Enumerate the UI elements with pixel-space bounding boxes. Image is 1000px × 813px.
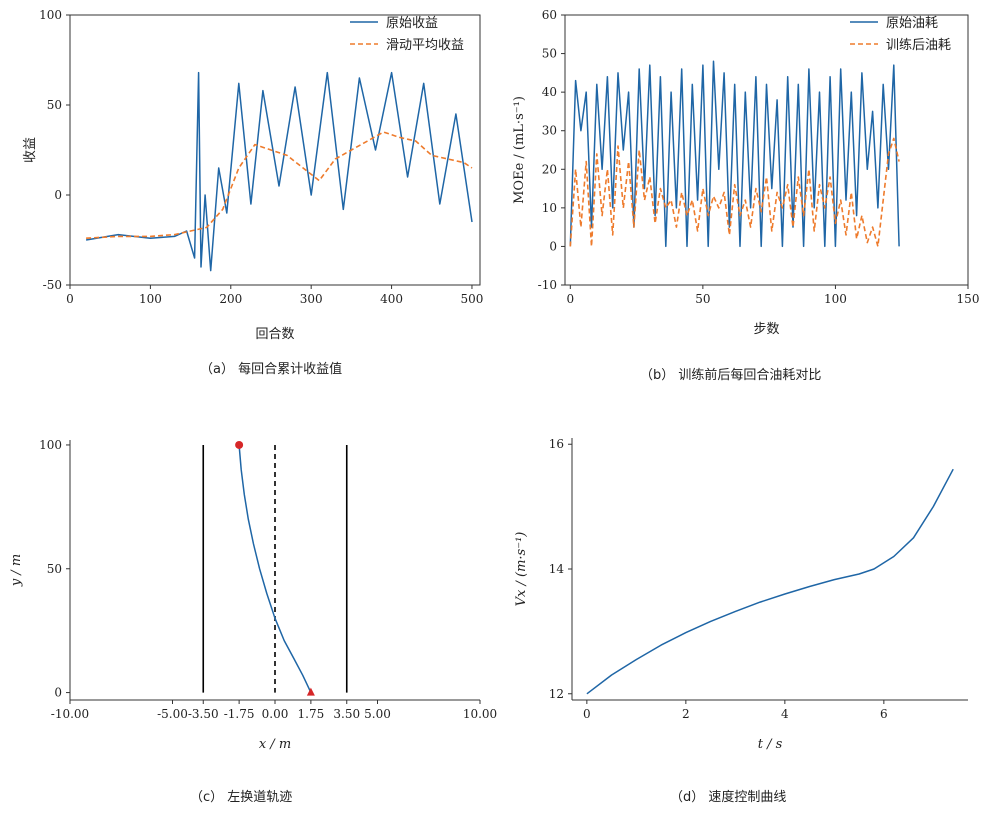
y-tick-label: -50 — [43, 278, 62, 292]
x-tick-label: -3.50 — [188, 707, 219, 721]
x-tick-label: 50 — [695, 292, 710, 306]
chart-d: 0 2 4 6 12 14 16 t / s Vx / (m·s⁻¹) — [514, 437, 968, 752]
x-tick-label: 100 — [139, 292, 162, 306]
x-axis-label: t / s — [758, 737, 783, 752]
x-tick-label: 300 — [300, 292, 323, 306]
x-tick-label: 150 — [957, 292, 980, 306]
x-tick-label: 0 — [566, 292, 574, 306]
legend-label: 训练后油耗 — [886, 38, 951, 53]
x-axis-label: 回合数 — [255, 327, 294, 342]
x-tick-label: 100 — [824, 292, 847, 306]
x-tick-label: -1.75 — [224, 707, 255, 721]
y-tick-label: 10 — [542, 201, 557, 215]
y-tick-label: 0 — [549, 239, 557, 253]
caption-a: （a） 每回合累计收益值 — [200, 362, 343, 377]
caption-d: （d） 速度控制曲线 — [670, 790, 787, 805]
x-tick-label: 4 — [781, 707, 789, 721]
plot-frame — [564, 14, 969, 286]
y-axis-label: Vx / (m·s⁻¹) — [514, 532, 529, 607]
x-tick-label: -10.00 — [51, 707, 89, 721]
y-tick-label: 60 — [542, 8, 557, 22]
x-tick-label: 10.00 — [463, 707, 497, 721]
y-tick-label: 30 — [542, 124, 557, 138]
series-line-solid — [586, 468, 954, 695]
y-tick-label: 20 — [542, 162, 557, 176]
y-axis-label: MOEe / (mL·s⁻¹) — [512, 96, 527, 204]
y-tick-label: 100 — [39, 438, 62, 452]
y-tick-label: 100 — [39, 8, 62, 22]
series-line-dashed — [86, 131, 473, 239]
y-tick-label: -10 — [538, 278, 557, 292]
legend-label: 滑动平均收益 — [386, 38, 464, 53]
y-tick-label: 0 — [54, 686, 62, 700]
y-tick-label: 50 — [542, 47, 557, 61]
caption-b: （b） 训练前后每回合油耗对比 — [640, 368, 822, 383]
x-tick-label: 500 — [461, 292, 484, 306]
x-tick-label: -5.00 — [157, 707, 188, 721]
y-tick-label: 50 — [47, 562, 62, 576]
x-tick-label: 6 — [880, 707, 888, 721]
series-line-dashed — [569, 137, 900, 248]
chart-c: -10.00 -5.00 -3.50 -1.75 0.00 1.75 3.50 5.00 10.… — [9, 438, 497, 752]
legend-label: 原始收益 — [386, 16, 438, 31]
chart-b: 0 50 100 150 -10 0 10 20 30 40 50 60 步数 MOEe / (mL·s⁻… — [512, 8, 979, 337]
y-tick-label: 12 — [549, 687, 564, 701]
y-tick-label: 16 — [549, 437, 564, 451]
x-tick-label: 0 — [583, 707, 591, 721]
x-tick-label: 0.00 — [262, 707, 289, 721]
plot-frame — [69, 14, 481, 286]
start-point-marker — [306, 687, 315, 696]
y-axis-label: 收益 — [23, 137, 38, 163]
legend-label: 原始油耗 — [886, 16, 938, 31]
x-tick-label: 200 — [219, 292, 242, 306]
y-axis-label: y / m — [9, 554, 24, 587]
y-tick-label: 14 — [549, 562, 565, 576]
y-tick-label: 50 — [47, 98, 62, 112]
end-point-marker — [235, 440, 244, 449]
x-tick-label: 0 — [66, 292, 74, 306]
x-axis-label: x / m — [259, 737, 291, 752]
series-line-solid — [569, 60, 900, 248]
x-tick-label: 1.75 — [298, 707, 325, 721]
y-tick-label: 0 — [54, 188, 62, 202]
series-line-solid — [85, 71, 473, 272]
series-line-solid — [238, 444, 312, 693]
x-tick-label: 5.00 — [364, 707, 391, 721]
x-axis-label: 步数 — [753, 322, 779, 337]
x-tick-label: 3.50 — [333, 707, 360, 721]
x-tick-label: 400 — [380, 292, 403, 306]
y-tick-label: 40 — [542, 85, 557, 99]
caption-c: （c） 左换道轨迹 — [190, 790, 293, 805]
x-tick-label: 2 — [682, 707, 690, 721]
